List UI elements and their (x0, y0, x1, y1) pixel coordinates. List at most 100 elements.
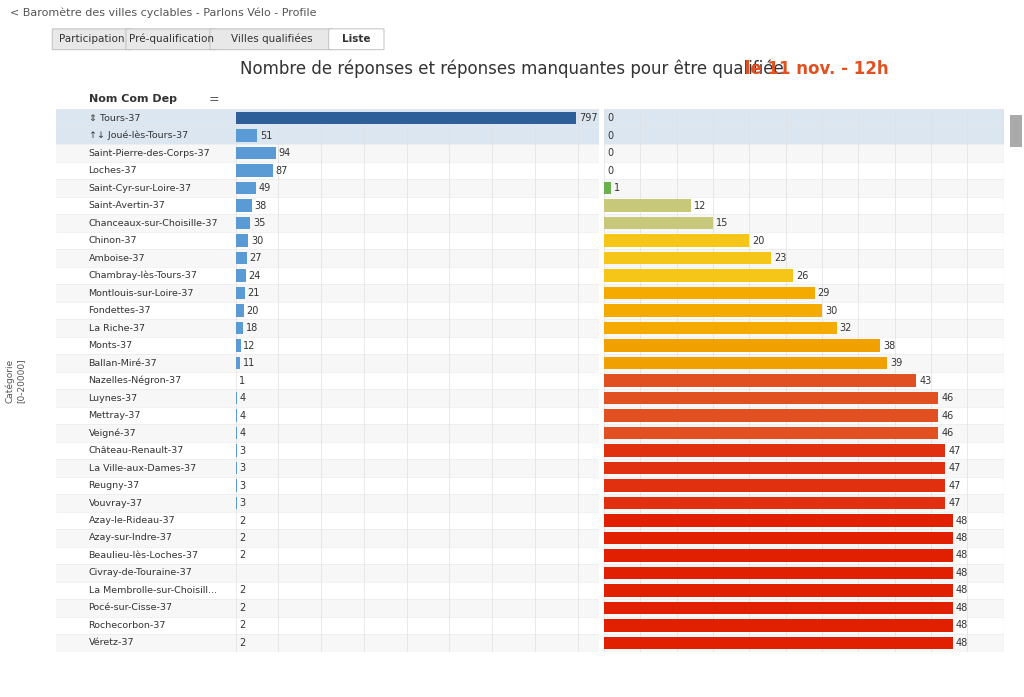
Text: Catégorie
[0-20000]: Catégorie [0-20000] (5, 358, 26, 403)
Text: 35: 35 (253, 218, 265, 228)
Bar (604, 319, 1004, 337)
Bar (236, 217, 251, 229)
Bar (56, 127, 236, 144)
Bar (604, 636, 952, 649)
Bar (56, 284, 236, 302)
Text: Nazelles-Négron-37: Nazelles-Négron-37 (88, 376, 181, 385)
Text: 3: 3 (240, 498, 246, 508)
Text: 12: 12 (694, 201, 707, 210)
Text: Monts-37: Monts-37 (88, 341, 133, 350)
Bar (604, 602, 952, 614)
Bar (236, 130, 257, 142)
Bar (56, 424, 236, 442)
Text: 46: 46 (941, 411, 953, 420)
Text: 4: 4 (240, 393, 246, 403)
FancyBboxPatch shape (329, 29, 384, 49)
Text: 48: 48 (955, 516, 968, 526)
Text: 46: 46 (941, 428, 953, 438)
Bar (236, 337, 599, 354)
Text: 0: 0 (607, 166, 613, 176)
Bar (604, 217, 713, 229)
Bar (236, 494, 599, 512)
Bar (236, 634, 599, 652)
Text: 18: 18 (246, 323, 258, 333)
Text: 87: 87 (275, 166, 288, 176)
Text: Montlouis-sur-Loire-37: Montlouis-sur-Loire-37 (88, 289, 194, 298)
Bar (236, 477, 599, 494)
Bar (604, 269, 793, 282)
Bar (56, 582, 236, 599)
Text: 2: 2 (239, 585, 245, 595)
Bar (236, 444, 237, 457)
Bar (56, 109, 236, 127)
Bar (236, 250, 599, 267)
Text: Saint-Pierre-des-Corps-37: Saint-Pierre-des-Corps-37 (88, 148, 210, 158)
Text: Château-Renault-37: Château-Renault-37 (88, 446, 184, 455)
Bar (56, 162, 236, 179)
Bar (236, 617, 599, 634)
Bar (236, 182, 256, 194)
Text: < Baromètre des villes cyclables - Parlons Vélo - Profile: < Baromètre des villes cyclables - Parlo… (10, 8, 316, 19)
Bar (236, 197, 599, 215)
Bar (604, 284, 1004, 302)
Text: Loches-37: Loches-37 (88, 166, 137, 175)
Text: 2: 2 (239, 620, 245, 631)
Text: Ballan-Miré-37: Ballan-Miré-37 (88, 358, 158, 367)
Bar (604, 197, 1004, 215)
Bar (236, 302, 599, 319)
Bar (604, 162, 1004, 179)
Bar (236, 339, 241, 352)
Bar (56, 337, 236, 354)
Bar (236, 179, 599, 197)
Text: 27: 27 (250, 253, 262, 263)
Bar (236, 162, 599, 179)
Bar (604, 337, 1004, 354)
Bar (236, 199, 252, 212)
Text: 48: 48 (955, 551, 968, 560)
FancyBboxPatch shape (126, 29, 216, 49)
Text: 48: 48 (955, 620, 968, 631)
Text: 0: 0 (607, 148, 613, 158)
Text: 797: 797 (579, 113, 598, 123)
Bar (604, 374, 916, 387)
Text: La Riche-37: La Riche-37 (88, 323, 144, 332)
FancyBboxPatch shape (52, 29, 132, 49)
Text: Mettray-37: Mettray-37 (88, 411, 141, 420)
Bar (604, 532, 952, 544)
Bar (604, 215, 1004, 232)
Bar (604, 549, 952, 562)
Bar (604, 234, 750, 247)
Text: Azay-sur-Indre-37: Azay-sur-Indre-37 (88, 533, 172, 542)
Text: Azay-le-Rideau-37: Azay-le-Rideau-37 (88, 516, 175, 525)
Text: Véretz-37: Véretz-37 (88, 638, 134, 648)
Bar (604, 144, 1004, 162)
Text: 4: 4 (240, 428, 246, 438)
Text: Villes qualifiées: Villes qualifiées (230, 33, 312, 44)
Bar (56, 319, 236, 337)
Text: 3: 3 (240, 480, 246, 491)
Text: 29: 29 (817, 288, 830, 298)
Text: Fondettes-37: Fondettes-37 (88, 306, 152, 315)
Bar (604, 512, 1004, 529)
Text: 49: 49 (259, 183, 271, 193)
Bar (236, 109, 599, 127)
Bar (236, 546, 599, 565)
Bar (604, 286, 815, 300)
Text: Nom Com Dep: Nom Com Dep (88, 94, 176, 105)
Text: 24: 24 (249, 270, 261, 281)
Text: Pré-qualification: Pré-qualification (128, 33, 214, 44)
Bar (236, 409, 238, 422)
Text: 2: 2 (239, 551, 245, 560)
Bar (604, 582, 1004, 599)
Bar (236, 305, 244, 317)
Text: 43: 43 (920, 376, 932, 385)
Bar (604, 444, 945, 457)
Text: 3: 3 (240, 463, 246, 473)
Bar (56, 512, 236, 529)
Bar (56, 215, 236, 232)
Text: 11: 11 (243, 358, 255, 368)
Text: Amboise-37: Amboise-37 (88, 254, 145, 263)
Text: Nombre de réponses et réponses manquantes pour être qualifiée: Nombre de réponses et réponses manquante… (240, 59, 784, 78)
Bar (604, 459, 1004, 477)
Bar (604, 302, 1004, 319)
